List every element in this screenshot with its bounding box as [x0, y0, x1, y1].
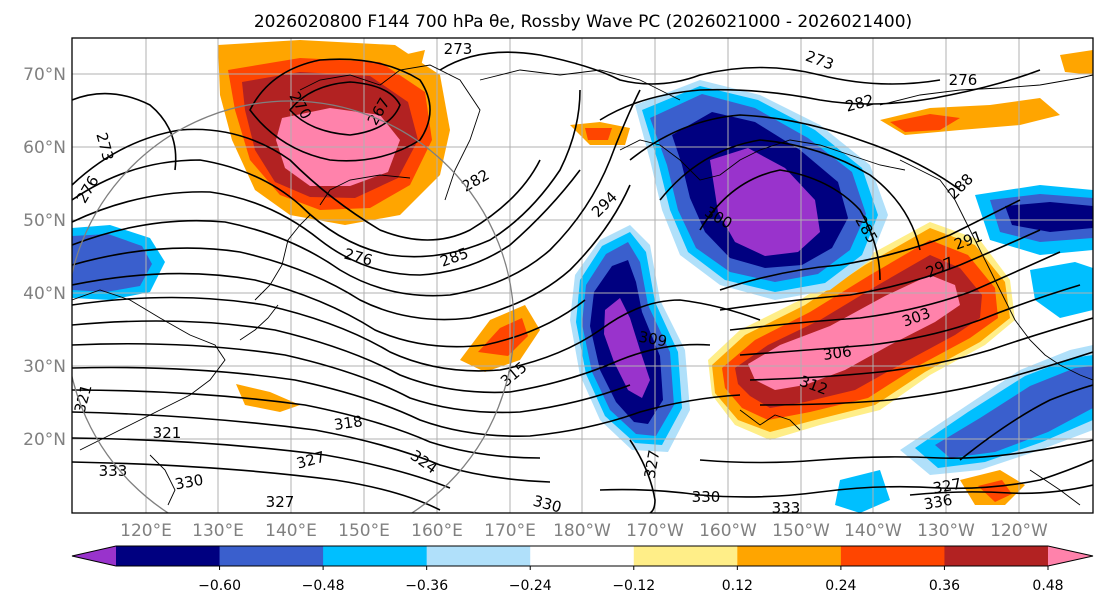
colorbar: −0.60 −0.48 −0.36 −0.24 −0.12 0.12 0.24 0.36 0.4…: [71, 545, 1094, 594]
lat-label: 20°N: [23, 430, 66, 450]
contour-label: 327: [641, 448, 664, 479]
lon-label: 120°W: [990, 521, 1048, 541]
lon-label: 180°W: [553, 521, 611, 541]
map-title: 2026020800 F144 700 hPa θe, Rossby Wave …: [254, 12, 912, 32]
colorbar-tick-label: −0.12: [612, 578, 655, 594]
lon-label: 140°W: [844, 521, 902, 541]
contour-label: 327: [931, 475, 962, 498]
negative-anomaly-east: [835, 185, 1093, 513]
contour-label: 309: [637, 328, 668, 351]
colorbar-outline: [71, 545, 1094, 567]
lat-label: 60°N: [23, 138, 66, 158]
lat-label: 70°N: [23, 65, 66, 85]
colorbar-swatch: [323, 546, 428, 566]
colorbar-tick-label: 0.36: [929, 578, 960, 594]
contour-label: 330: [173, 471, 204, 494]
lon-label: 140°E: [265, 521, 317, 541]
colorbar-tick-label: −0.36: [405, 578, 448, 594]
coastlines: [72, 64, 1093, 506]
colorbar-swatch: [219, 546, 324, 566]
colorbar-swatch: [633, 546, 738, 566]
colorbar-swatch: [737, 546, 842, 566]
contour-label: 336: [922, 491, 953, 514]
contour-label: 333: [772, 499, 801, 517]
contour-label: 321: [153, 424, 182, 442]
contour-label: 333: [99, 462, 128, 480]
colorbar-ticks: −0.60 −0.48 −0.36 −0.24 −0.12 0.12 0.24 0.36 0.4…: [198, 566, 1064, 594]
negative-anomaly-alaska: [635, 80, 888, 300]
contour-label: 321: [71, 383, 96, 415]
colorbar-swatch: [530, 546, 635, 566]
lon-label: 150°W: [772, 521, 830, 541]
contour-label: 330: [531, 492, 563, 517]
lon-label: 130°W: [917, 521, 975, 541]
longitude-labels: 120°E 130°E 140°E 150°E 160°E 170°E 180°…: [120, 521, 1048, 541]
contour-label: 330: [692, 488, 721, 506]
colorbar-tick-label: 0.24: [825, 578, 856, 594]
lat-label: 40°N: [23, 284, 66, 304]
colorbar-swatch: [840, 546, 945, 566]
contour-label: 276: [949, 71, 978, 89]
lat-label: 50°N: [23, 211, 66, 231]
map-content: 273 273 273 276 276 276 270 267 282 282 …: [71, 38, 1093, 517]
contour-label: 273: [444, 40, 473, 58]
contour-label: 306: [822, 342, 853, 364]
lon-label: 150°E: [338, 521, 390, 541]
contour-label: 327: [266, 493, 295, 511]
lon-label: 130°E: [192, 521, 244, 541]
colorbar-swatch: [426, 546, 531, 566]
colorbar-swatch: [944, 546, 1049, 566]
contour-label: 318: [333, 412, 364, 434]
lon-label: 160°E: [411, 521, 463, 541]
lat-label: 30°N: [23, 357, 66, 377]
lon-label: 120°E: [120, 521, 172, 541]
range-circle: [72, 100, 515, 513]
colorbar-swatch: [116, 546, 221, 566]
colorbar-tick-label: −0.24: [509, 578, 552, 594]
latitude-labels: 70°N 60°N 50°N 40°N 30°N 20°N: [23, 65, 66, 450]
colorbar-tick-label: 0.48: [1032, 578, 1063, 594]
colorbar-tick-label: −0.48: [302, 578, 345, 594]
gridlines: [72, 38, 1093, 513]
map-frame: [71, 37, 1094, 514]
theta-e-contours: [72, 51, 1093, 513]
lon-label: 170°W: [626, 521, 684, 541]
colorbar-swatches: [116, 546, 1049, 566]
lon-label: 160°W: [699, 521, 757, 541]
colorbar-tick-label: −0.60: [198, 578, 241, 594]
lon-label: 170°E: [484, 521, 536, 541]
colorbar-max-arrow: [1048, 546, 1093, 566]
colorbar-min-arrow: [72, 546, 116, 566]
colorbar-tick-label: 0.12: [722, 578, 753, 594]
